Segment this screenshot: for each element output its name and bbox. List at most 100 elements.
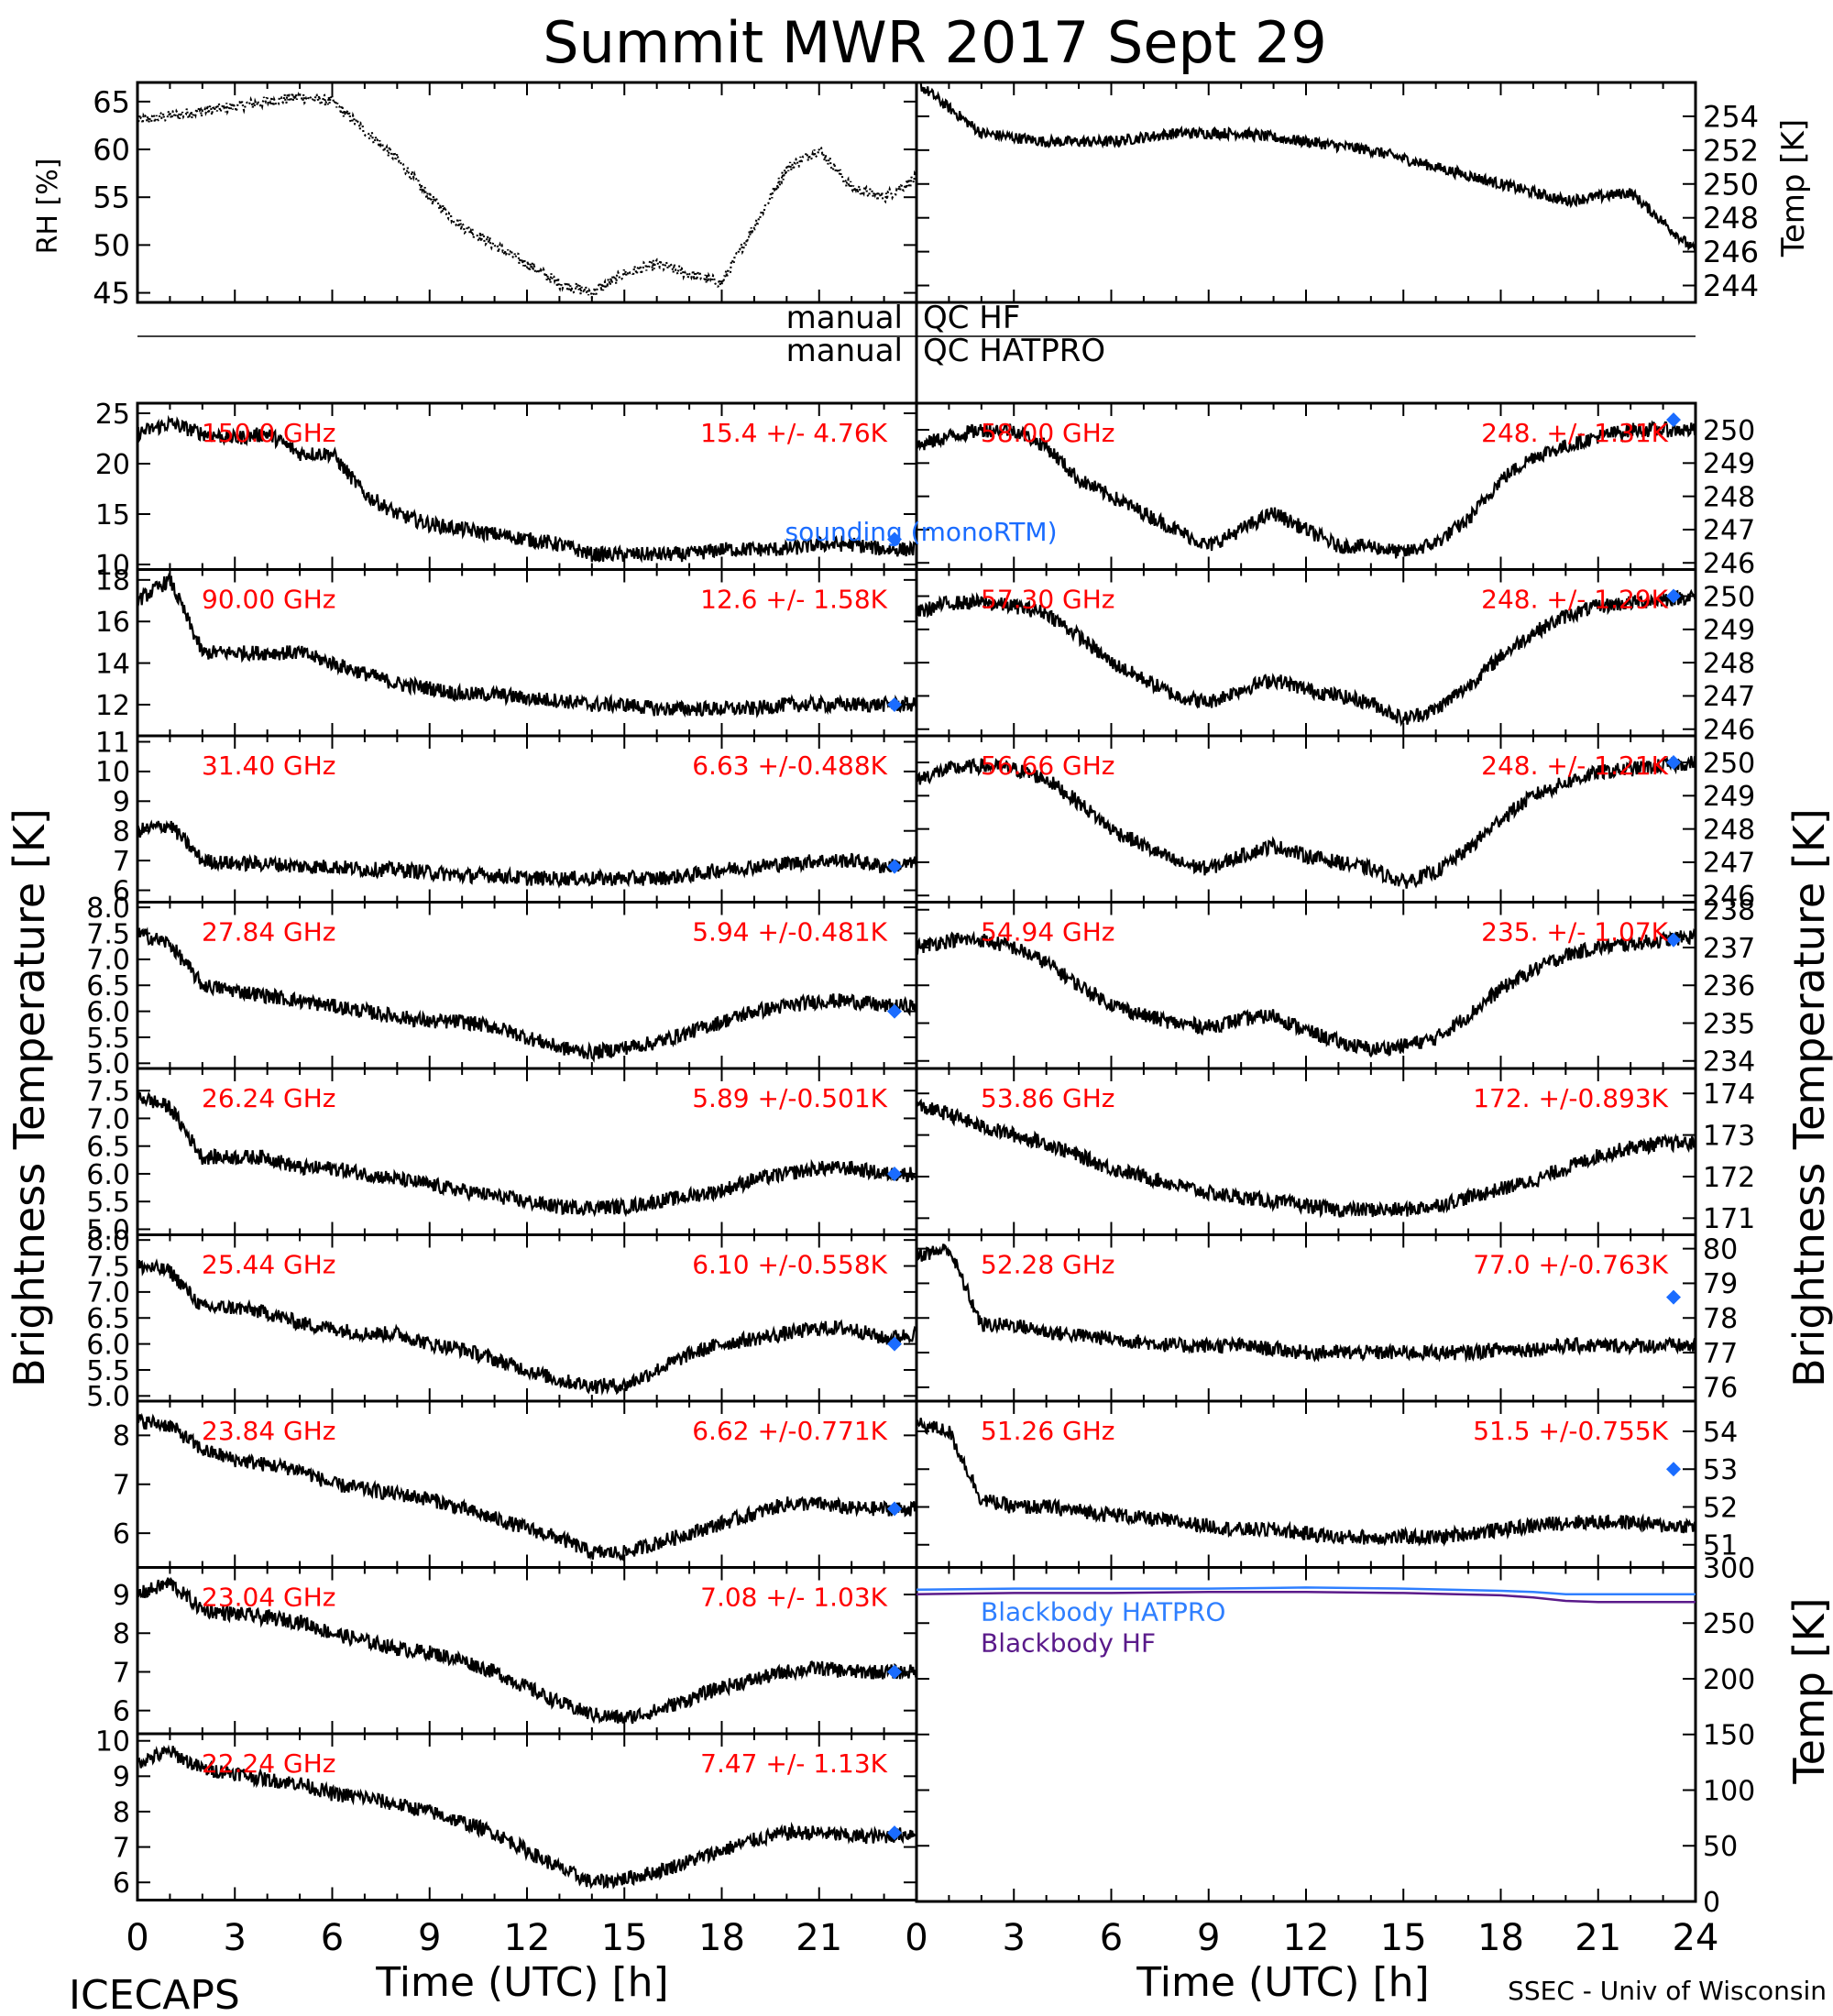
left-panel-3-ytick-label: 5.0 — [86, 1048, 130, 1080]
left-panel-2-trace — [137, 819, 918, 889]
right-panel-5-marker — [1666, 1289, 1681, 1305]
footer-right: SSEC - Univ of Wisconsin — [1508, 1976, 1827, 2006]
right-panel-0-ytick-label: 247 — [1703, 515, 1755, 547]
left-panel-8-ytick-label: 7 — [113, 1832, 130, 1864]
right-panel-5-ytick-label: 77 — [1703, 1338, 1738, 1370]
left-panel-0-extra-label: sounding (monoRTM) — [785, 517, 1058, 547]
blackbody-ytick-label: 300 — [1703, 1552, 1755, 1584]
left-panel-5-freq-label: 25.44 GHz — [202, 1250, 336, 1280]
right-panel-0-freq-label: 58.00 GHz — [981, 418, 1115, 448]
right-panel-2-ytick-label: 248 — [1703, 814, 1755, 846]
footer-left: ICECAPS — [69, 1972, 240, 2016]
rh-axis-label: RH [%] — [32, 159, 64, 255]
left-panel-3-ytick-label: 5.5 — [86, 1023, 130, 1055]
right-panel-2-ytick-label: 247 — [1703, 848, 1755, 880]
qc-hatpro-right: QC HATPRO — [923, 333, 1105, 369]
blackbody-ytick-label: 0 — [1703, 1887, 1720, 1919]
rh-ytick-label: 60 — [93, 133, 130, 168]
right-panel-0-marker — [1666, 412, 1681, 428]
left-panel-5-ytick-label: 7.5 — [86, 1251, 130, 1283]
rh-ytick-label: 45 — [93, 276, 130, 311]
left-panel-3-ytick-label: 6.5 — [86, 970, 130, 1003]
rh-ytick-label: 50 — [93, 228, 130, 263]
blackbody-ytick-label: 100 — [1703, 1775, 1755, 1807]
left-panel-8-ytick-label: 9 — [113, 1761, 130, 1793]
right-bt-axis-label: Brightness Temperature [K] — [1784, 808, 1833, 1387]
right-panel-6-ytick-label: 54 — [1703, 1417, 1738, 1449]
right-panel-0-trace — [916, 420, 1697, 559]
x-tick-label-right: 12 — [1283, 1917, 1330, 1959]
left-panel-1-ytick-label: 12 — [95, 690, 130, 722]
left-panel-2-ytick-label: 7 — [113, 846, 130, 878]
x-tick-label-left: 6 — [321, 1917, 344, 1959]
x-tick-label-right: 0 — [905, 1917, 927, 1959]
left-panel-8-marker — [887, 1825, 902, 1841]
right-panel-2-ytick-label: 246 — [1703, 881, 1755, 913]
left-panel-7-ytick-label: 7 — [113, 1657, 130, 1689]
left-panel-0-ytick-label: 25 — [95, 399, 130, 431]
right-panel-3-ytick-label: 237 — [1703, 933, 1755, 965]
left-panel-7-stat-label: 7.08 +/- 1.03K — [700, 1583, 887, 1613]
blackbody-ytick-label: 250 — [1703, 1608, 1755, 1640]
x-tick-label-right: 9 — [1197, 1917, 1220, 1959]
blackbody-ytick-label: 150 — [1703, 1720, 1755, 1752]
left-panel-7-ytick-label: 8 — [113, 1618, 130, 1650]
right-panel-4-freq-label: 53.86 GHz — [981, 1083, 1115, 1113]
left-panel-2-ytick-label: 8 — [113, 816, 130, 849]
qc-hf-right: QC HF — [923, 300, 1020, 336]
left-bt-axis-label: Brightness Temperature [K] — [5, 808, 54, 1387]
x-tick-label-left: 12 — [504, 1917, 551, 1959]
rh-ytick-label: 65 — [93, 84, 130, 119]
left-panel-3-trace — [137, 926, 918, 1063]
right-panel-4-ytick-label: 172 — [1703, 1162, 1755, 1194]
left-panel-3-freq-label: 27.84 GHz — [202, 917, 336, 948]
temp-ytick-label: 244 — [1703, 268, 1759, 303]
left-panel-7-trace — [136, 1576, 918, 1725]
temp-ytick-label: 250 — [1703, 167, 1759, 202]
left-panel-6-freq-label: 23.84 GHz — [202, 1416, 336, 1446]
right-panel-1-marker — [1666, 588, 1681, 604]
left-panel-7-marker — [887, 1664, 902, 1680]
left-panel-1-freq-label: 90.00 GHz — [202, 585, 336, 615]
right-panel-6-ytick-label: 51 — [1703, 1530, 1738, 1562]
temp-ytick-label: 252 — [1703, 133, 1759, 168]
left-panel-5-ytick-label: 6.0 — [86, 1329, 130, 1361]
right-panel-1-trace — [916, 588, 1697, 728]
x-tick-label-left: 15 — [601, 1917, 648, 1959]
right-panel-1-ytick-label: 250 — [1703, 581, 1755, 613]
temp-top-axis-label: Temp [K] — [1775, 119, 1812, 257]
left-panel-4-ytick-label: 7.0 — [86, 1103, 130, 1135]
left-panel-2-marker — [887, 859, 902, 874]
left-panel-5-trace — [137, 1258, 918, 1397]
blackbody-hf-line — [916, 1590, 1696, 1604]
left-panel-5-marker — [887, 1336, 902, 1352]
left-panel-3-marker — [887, 1003, 902, 1019]
blackbody-ytick-label: 200 — [1703, 1664, 1755, 1696]
right-panel-3-marker — [1666, 932, 1681, 948]
temp-ytick-label: 248 — [1703, 201, 1759, 236]
x-axis-label-right: Time (UTC) [h] — [1136, 1959, 1429, 2006]
right-panel-4-stat-label: 172. +/-0.893K — [1473, 1083, 1668, 1113]
right-panel-1-ytick-label: 249 — [1703, 615, 1755, 647]
right-panel-3-ytick-label: 238 — [1703, 895, 1755, 927]
left-panel-6-ytick-label: 8 — [113, 1420, 130, 1452]
right-panel-3-trace — [915, 927, 1697, 1058]
x-tick-label-left: 9 — [418, 1917, 441, 1959]
left-panel-5-ytick-label: 6.5 — [86, 1303, 130, 1335]
left-panel-4-ytick-label: 5.5 — [86, 1187, 130, 1219]
right-panel-4-ytick-label: 173 — [1703, 1120, 1755, 1152]
right-panel-0-ytick-label: 249 — [1703, 448, 1755, 480]
left-panel-1-stat-label: 12.6 +/- 1.58K — [700, 585, 887, 615]
chart-title: Summit MWR 2017 Sept 29 — [543, 9, 1327, 76]
left-panel-5-stat-label: 6.10 +/-0.558K — [692, 1250, 887, 1280]
right-panel-5-trace — [915, 1244, 1697, 1364]
left-panel-4-ytick-label: 6.0 — [86, 1159, 130, 1191]
right-panel-2-ytick-label: 249 — [1703, 781, 1755, 813]
right-panel-2-trace — [915, 755, 1697, 889]
right-panel-2-stat-label: 248. +/- 1.21K — [1481, 751, 1668, 781]
temp-bb-axis-label: Temp [K] — [1784, 1597, 1833, 1784]
x-tick-label-right: 21 — [1575, 1917, 1621, 1959]
left-panel-3-ytick-label: 7.0 — [86, 945, 130, 977]
left-panel-8-stat-label: 7.47 +/- 1.13K — [700, 1748, 887, 1779]
left-panel-0-marker — [887, 531, 902, 547]
